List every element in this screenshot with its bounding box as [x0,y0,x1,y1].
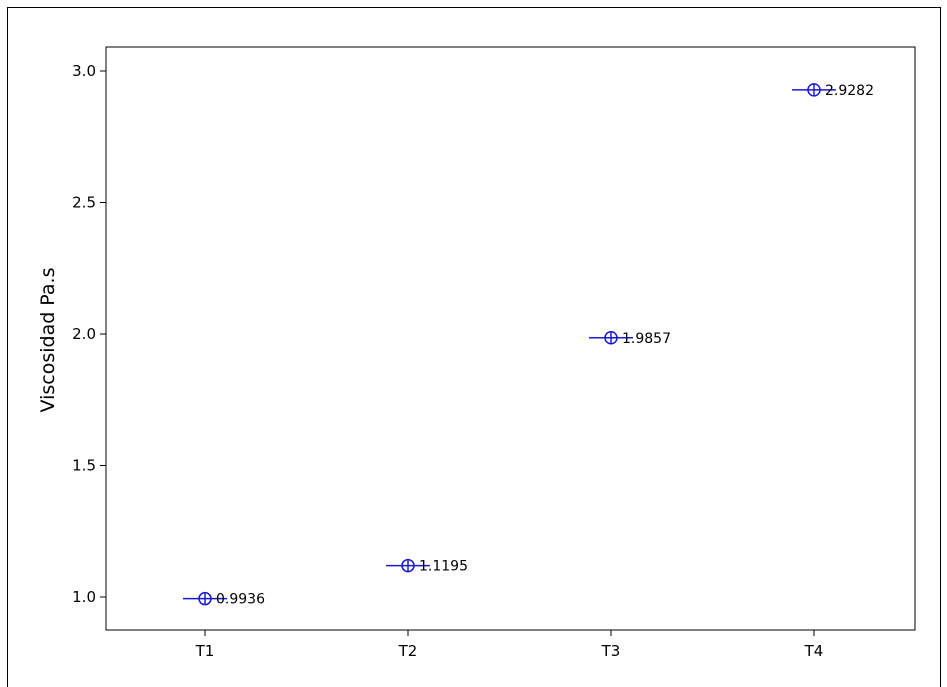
x-axis: T1 T2 T3 T4 [195,630,824,660]
y-tick-label: 3.0 [72,62,96,80]
y-axis-title: Viscosidad Pa.s [37,268,59,413]
y-axis: 1.0 1.5 2.0 2.5 3.0 [72,62,106,606]
x-tick-label: T4 [804,642,824,660]
y-tick-label: 2.5 [72,194,96,212]
y-tick-label: 2.0 [72,325,96,343]
x-tick-label: T2 [398,642,418,660]
data-point: 1.1195 [386,559,468,575]
x-tick-label: T1 [195,642,215,660]
y-tick-label: 1.0 [72,588,96,606]
data-point: 0.9936 [183,592,265,608]
y-tick-label: 1.5 [72,457,96,475]
data-point: 1.9857 [589,331,671,347]
data-label: 1.9857 [622,331,671,347]
data-label: 2.9282 [825,83,874,99]
data-label: 1.1195 [419,559,468,575]
data-label: 0.9936 [216,592,265,608]
plot-area [105,46,916,631]
data-points: 0.9936 1.1195 1.9857 2.9282 [183,83,874,608]
data-point: 2.9282 [792,83,874,99]
x-tick-label: T3 [601,642,621,660]
chart-frame [7,7,941,687]
